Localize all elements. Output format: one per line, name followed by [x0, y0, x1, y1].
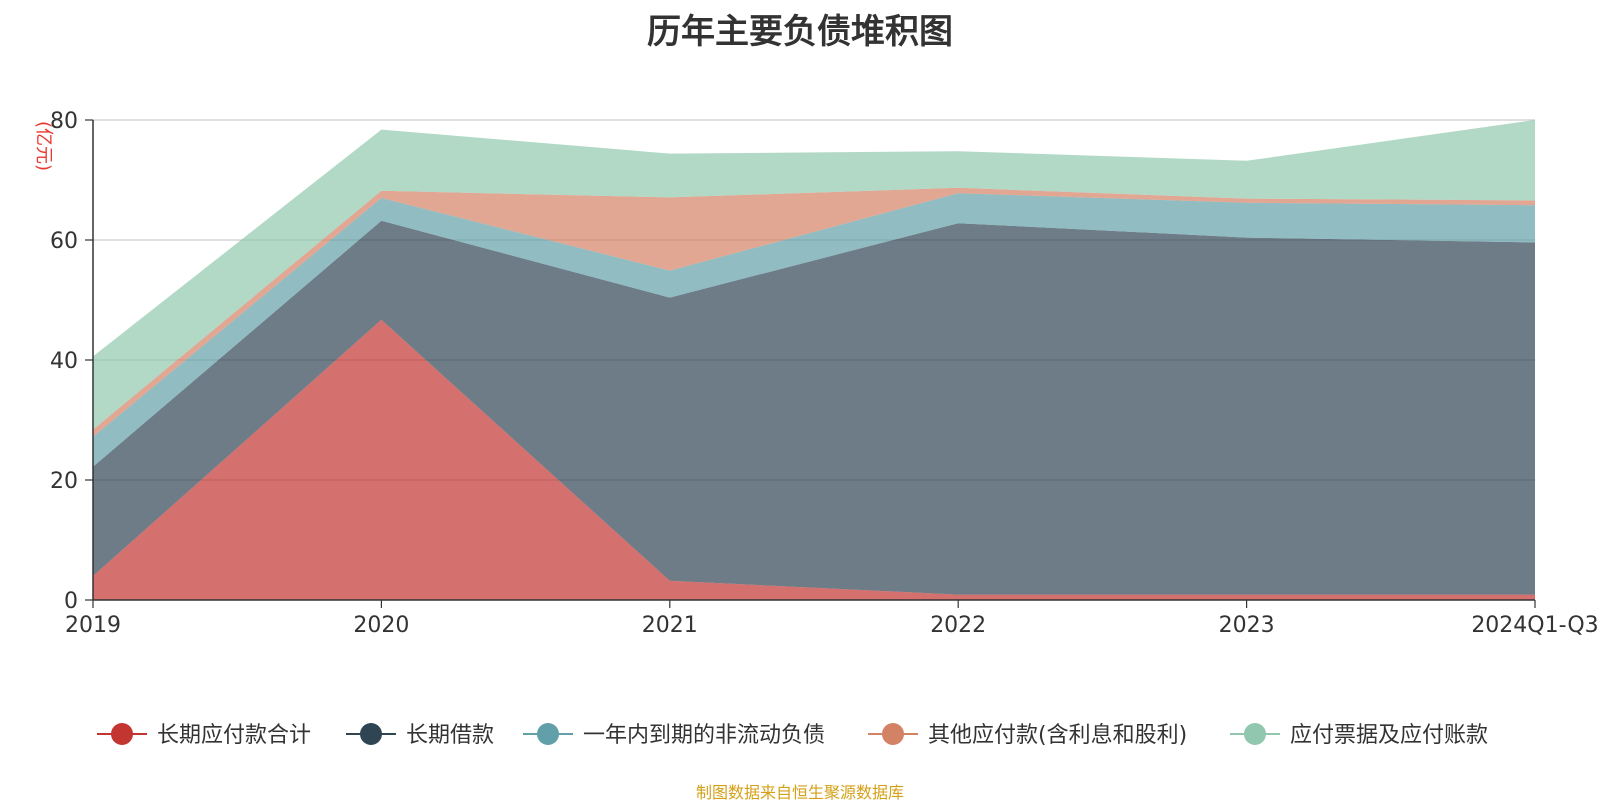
legend-marker — [360, 723, 382, 745]
x-tick-label: 2022 — [930, 613, 986, 638]
y-tick-label: 20 — [50, 469, 78, 494]
legend-marker — [882, 723, 904, 745]
legend-item[interactable]: 其他应付款(含利息和股利) — [868, 723, 1187, 748]
area-series-group — [93, 120, 1535, 600]
legend-marker — [111, 723, 133, 745]
legend-label: 应付票据及应付账款 — [1290, 723, 1488, 748]
chart-title: 历年主要负债堆积图 — [647, 12, 953, 52]
y-tick-label: 80 — [50, 109, 78, 134]
x-tick-label: 2024Q1-Q3 — [1471, 613, 1598, 638]
legend-item[interactable]: 应付票据及应付账款 — [1230, 723, 1488, 748]
area-series — [93, 220, 1535, 595]
x-tick-label: 2019 — [65, 613, 121, 638]
y-tick-label: 0 — [64, 589, 78, 614]
area-series — [93, 120, 1535, 430]
legend-marker — [537, 723, 559, 745]
area-series — [93, 193, 1535, 467]
y-tick-label: 60 — [50, 229, 78, 254]
legend-item[interactable]: 一年内到期的非流动负债 — [523, 723, 825, 748]
legend-marker — [1244, 723, 1266, 745]
x-tick-label: 2023 — [1219, 613, 1275, 638]
legend: 长期应付款合计 长期借款 一年内到期的非流动负债 其他应付款(含利息和股利) 应付票据及… — [97, 723, 1488, 748]
y-tick-label: 40 — [50, 349, 78, 374]
axes: 0 20 40 60 80 2019 2020 2021 2022 2023 2024Q1-Q3 (亿… — [33, 109, 1599, 638]
legend-item[interactable]: 长期应付款合计 — [97, 723, 311, 748]
x-tick-label: 2020 — [353, 613, 409, 638]
area-series — [93, 319, 1535, 600]
legend-label: 长期应付款合计 — [157, 723, 311, 748]
legend-label: 长期借款 — [406, 723, 494, 748]
data-source-note: 制图数据来自恒生聚源数据库 — [695, 783, 904, 802]
legend-label: 一年内到期的非流动负债 — [583, 723, 825, 748]
legend-label: 其他应付款(含利息和股利) — [928, 723, 1187, 748]
x-tick-label: 2021 — [642, 613, 698, 638]
y-axis-unit-label: (亿元) — [33, 121, 54, 171]
legend-item[interactable]: 长期借款 — [346, 723, 494, 748]
